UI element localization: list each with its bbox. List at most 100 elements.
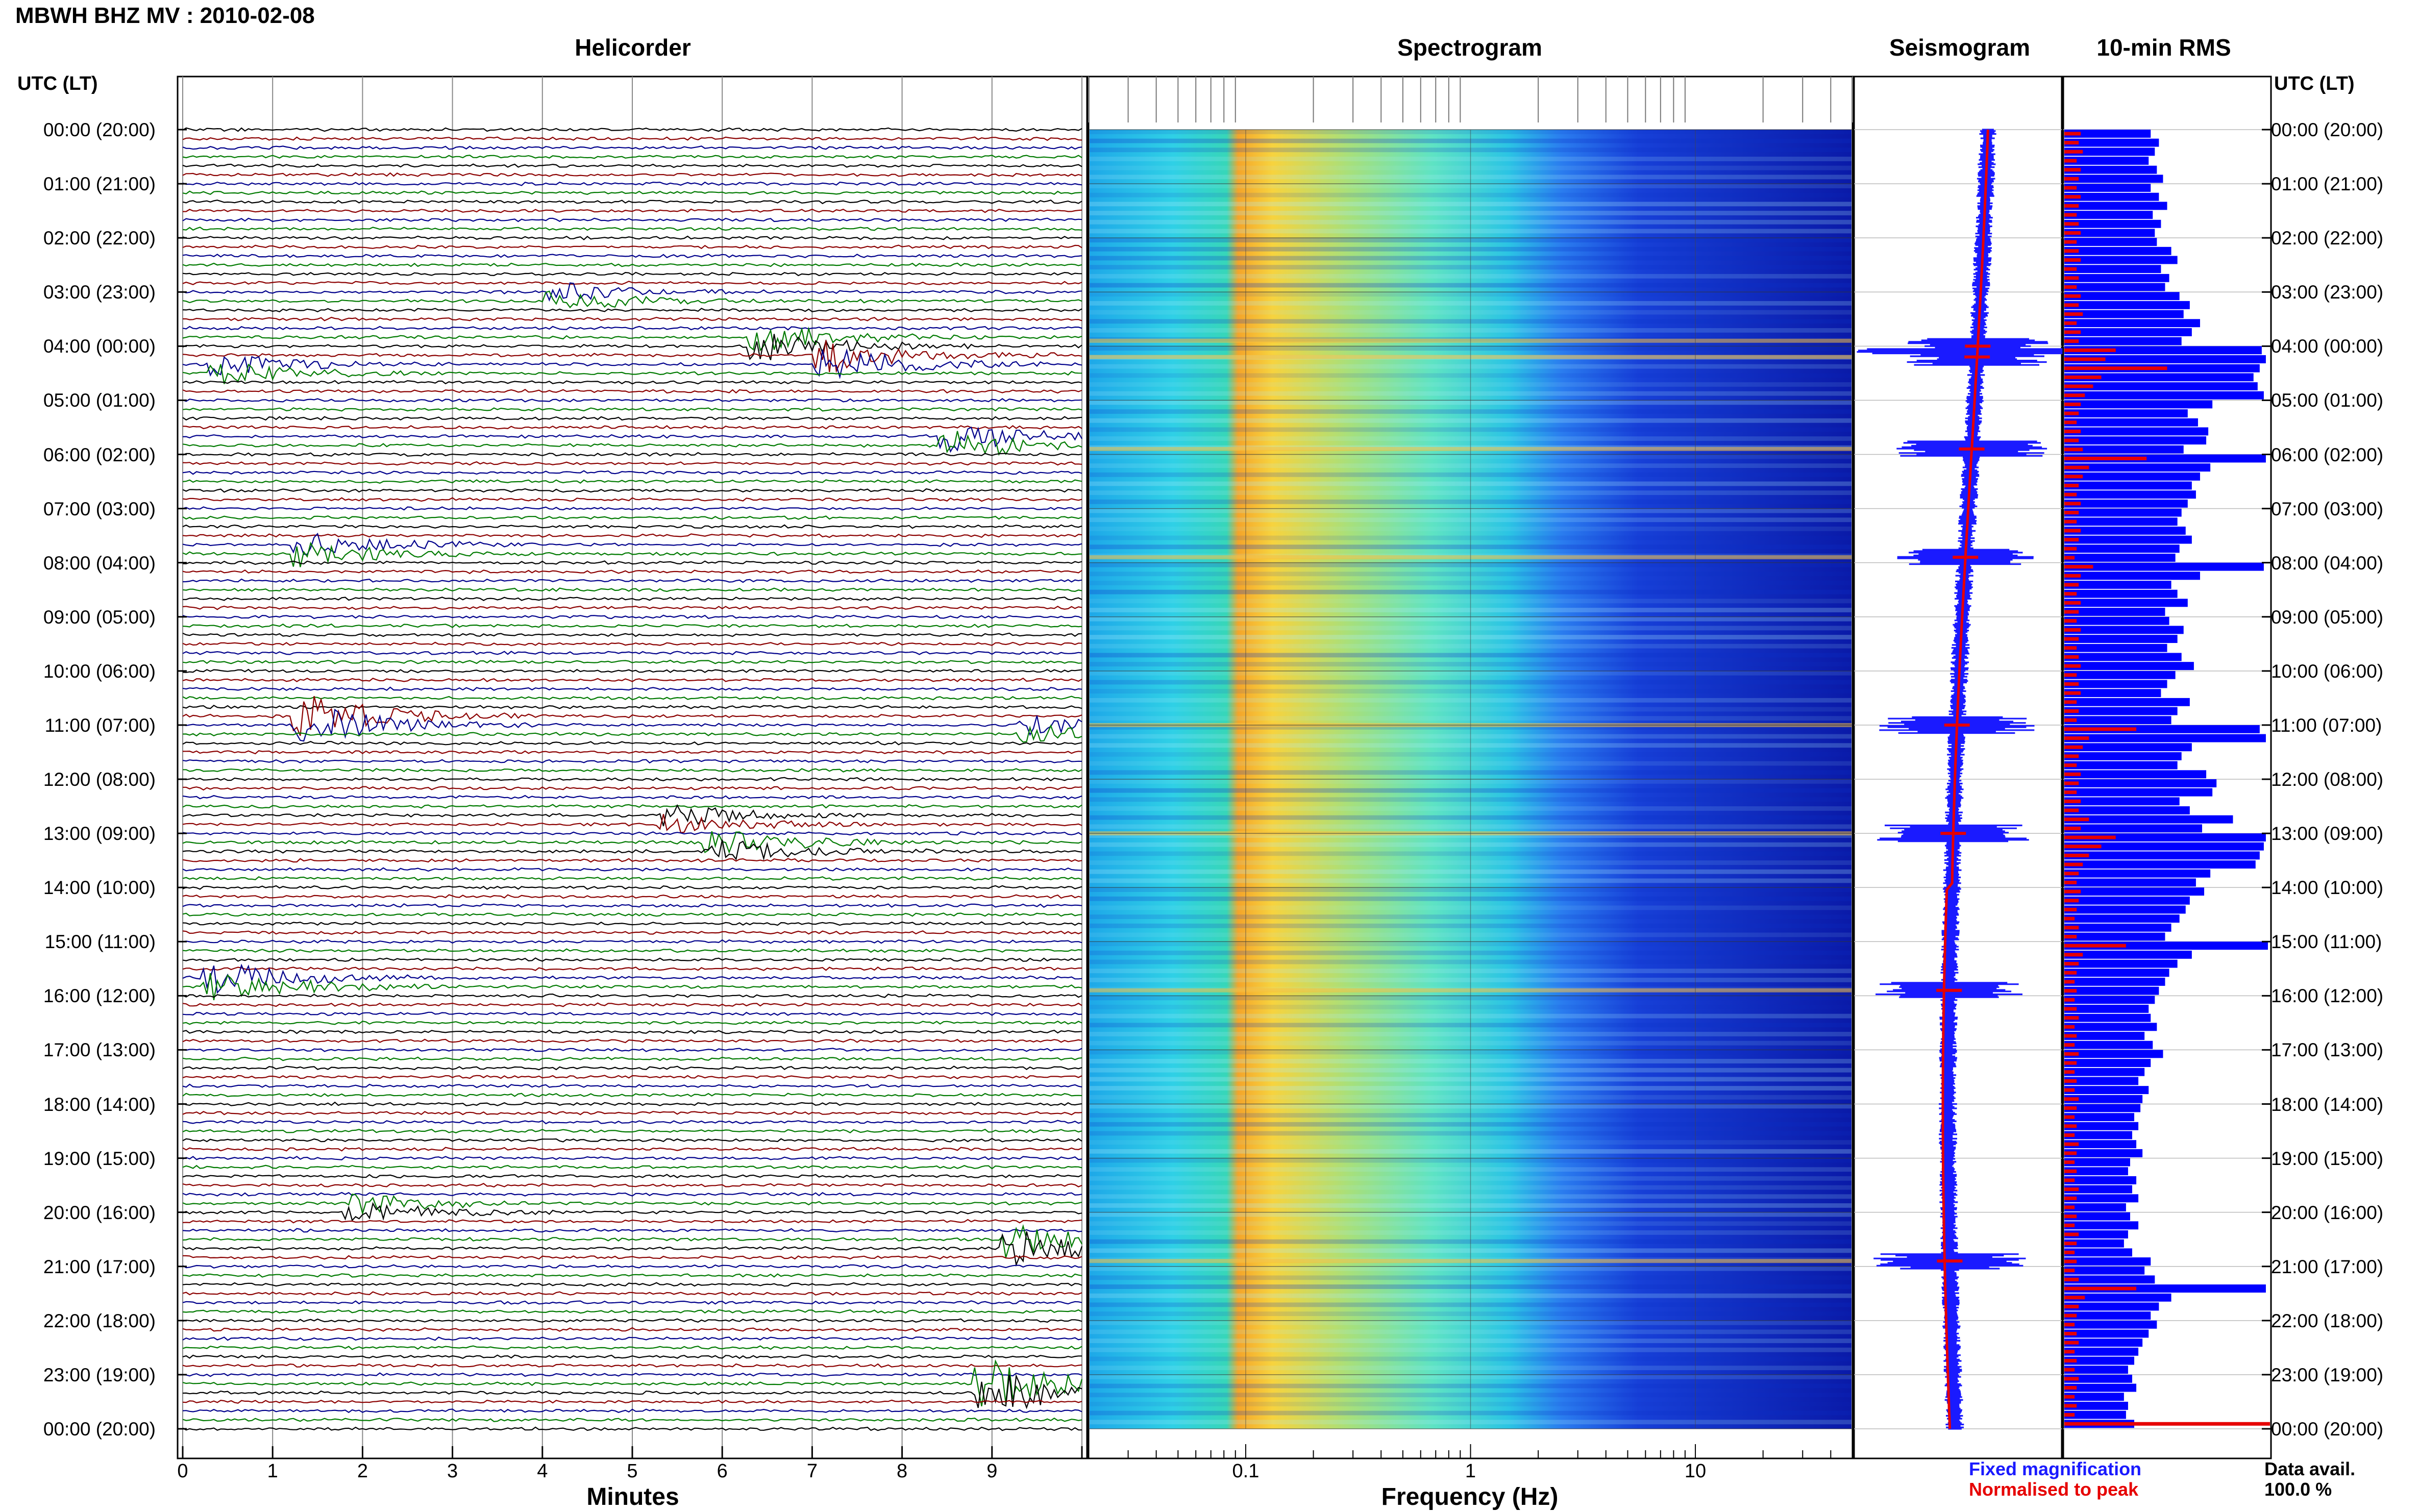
rms-bar — [2064, 1194, 2139, 1203]
rms-bar — [2064, 689, 2161, 698]
time-label-left: 03:00 (23:00) — [43, 282, 156, 303]
rms-bar — [2064, 1275, 2155, 1284]
rms-red-bar — [2064, 646, 2077, 650]
helicorder-trace — [182, 1224, 1082, 1258]
rms-bar — [2064, 1374, 2132, 1383]
helicorder-trace — [182, 1147, 1082, 1152]
axes — [178, 129, 2271, 1458]
rms-red-bar — [2064, 1386, 2077, 1390]
rms-bar — [2064, 1113, 2135, 1122]
rms-bar — [2064, 328, 2192, 336]
rms-bar — [2064, 608, 2165, 616]
minute-tick-label: 0 — [177, 1460, 188, 1482]
rms-red-bar — [2064, 826, 2081, 830]
helicorder-trace — [182, 651, 1082, 655]
rms-red-bar — [2064, 1331, 2077, 1336]
helicorder-trace — [182, 1075, 1082, 1079]
rms-bar — [2064, 1032, 2145, 1040]
rms-red-bar — [2064, 736, 2089, 740]
rms-red-bar — [2064, 231, 2081, 235]
time-label-right: 06:00 (02:00) — [2271, 444, 2384, 465]
rms-bar — [2064, 662, 2194, 671]
rms-red-bar — [2064, 1070, 2075, 1074]
time-label-right: 23:00 (19:00) — [2271, 1364, 2384, 1385]
helicorder-trace — [182, 235, 1082, 241]
rms-red-bar — [2064, 475, 2083, 479]
helicorder-trace — [182, 217, 1082, 222]
rms-red-bar — [2064, 1061, 2077, 1065]
time-label-left: 14:00 (10:00) — [43, 877, 156, 899]
helicorder-trace — [182, 363, 1082, 384]
time-label-left: 01:00 (21:00) — [43, 173, 156, 195]
helicorder-trace — [182, 1345, 1082, 1350]
time-label-left: 21:00 (17:00) — [43, 1256, 156, 1277]
rms-bar — [2064, 589, 2178, 598]
rms-red-bar — [2064, 962, 2079, 966]
rms-red-bar — [2064, 222, 2079, 226]
helicorder-panel — [177, 76, 1088, 1459]
time-label-left: 09:00 (05:00) — [43, 606, 156, 628]
rms-red-bar — [2064, 448, 2083, 452]
rms-bar — [2064, 274, 2169, 282]
rms-red-bar — [2064, 1187, 2079, 1192]
rms-red-bar — [2064, 916, 2075, 921]
helicorder-trace — [182, 227, 1082, 231]
rms-bar — [2064, 905, 2186, 914]
helicorder-trace — [182, 541, 1082, 567]
minute-tick-label: 3 — [447, 1460, 458, 1482]
rms-bar — [2064, 1131, 2132, 1139]
minute-tick-label: 4 — [537, 1460, 548, 1482]
minute-tick-label: 7 — [806, 1460, 818, 1482]
helicorder-trace — [182, 597, 1082, 601]
time-label-left: 13:00 (09:00) — [43, 823, 156, 845]
rms-red-bar — [2064, 375, 2102, 379]
rms-bar — [2064, 950, 2192, 959]
rms-bar — [2064, 382, 2258, 390]
helicorder-trace — [182, 632, 1082, 637]
rms-bar — [2064, 1095, 2143, 1103]
helicorder-trace — [182, 921, 1082, 926]
utc-left-header: UTC (LT) — [17, 73, 98, 94]
rms-bar — [2064, 147, 2155, 156]
helicorder-trace — [182, 614, 1082, 619]
rms-bar — [2064, 490, 2196, 499]
rms-red-bar — [2064, 592, 2077, 596]
rms-bar — [2064, 1176, 2137, 1184]
helicorder-trace — [182, 839, 1082, 861]
helicorder-trace — [182, 759, 1082, 764]
rms-bar — [2064, 1393, 2124, 1401]
rms-bar — [2064, 1221, 2139, 1230]
helicorder-trace — [182, 1101, 1082, 1106]
rms-bar — [2064, 1167, 2128, 1176]
rms-red-bar — [2064, 1422, 2270, 1426]
rms-red-bar — [2064, 1404, 2077, 1408]
rms-red-bar — [2064, 195, 2081, 199]
rms-bar — [2064, 914, 2180, 923]
helicorder-trace — [182, 199, 1082, 205]
rms-bar — [2064, 734, 2266, 742]
helicorder-trace — [182, 1417, 1082, 1422]
rms-red-bar — [2064, 132, 2081, 136]
rms-red-bar — [2064, 799, 2081, 803]
rms-red-bar — [2064, 1214, 2077, 1219]
rms-bar — [2064, 653, 2182, 661]
rms-bar — [2064, 1068, 2145, 1076]
rms-bar — [2064, 752, 2182, 760]
rms-bar — [2064, 616, 2169, 625]
rms-red-bar — [2064, 745, 2083, 749]
rms-bar — [2064, 508, 2182, 517]
rms-bar — [2064, 1383, 2137, 1392]
rms-bar — [2064, 553, 2176, 562]
rms-bar — [2064, 977, 2165, 986]
helicorder-trace — [182, 641, 1082, 647]
time-label-right: 16:00 (12:00) — [2271, 985, 2384, 1007]
rms-red-bar — [2064, 727, 2137, 731]
rms-bar — [2064, 1339, 2143, 1347]
rms-bar — [2064, 1158, 2130, 1167]
rms-bar — [2064, 1212, 2130, 1221]
rms-red-bar — [2064, 610, 2079, 614]
time-label-left: 08:00 (04:00) — [43, 552, 156, 574]
rms-red-bar — [2064, 213, 2077, 217]
time-label-right: 18:00 (14:00) — [2271, 1094, 2384, 1115]
helicorder-trace — [182, 993, 1082, 998]
